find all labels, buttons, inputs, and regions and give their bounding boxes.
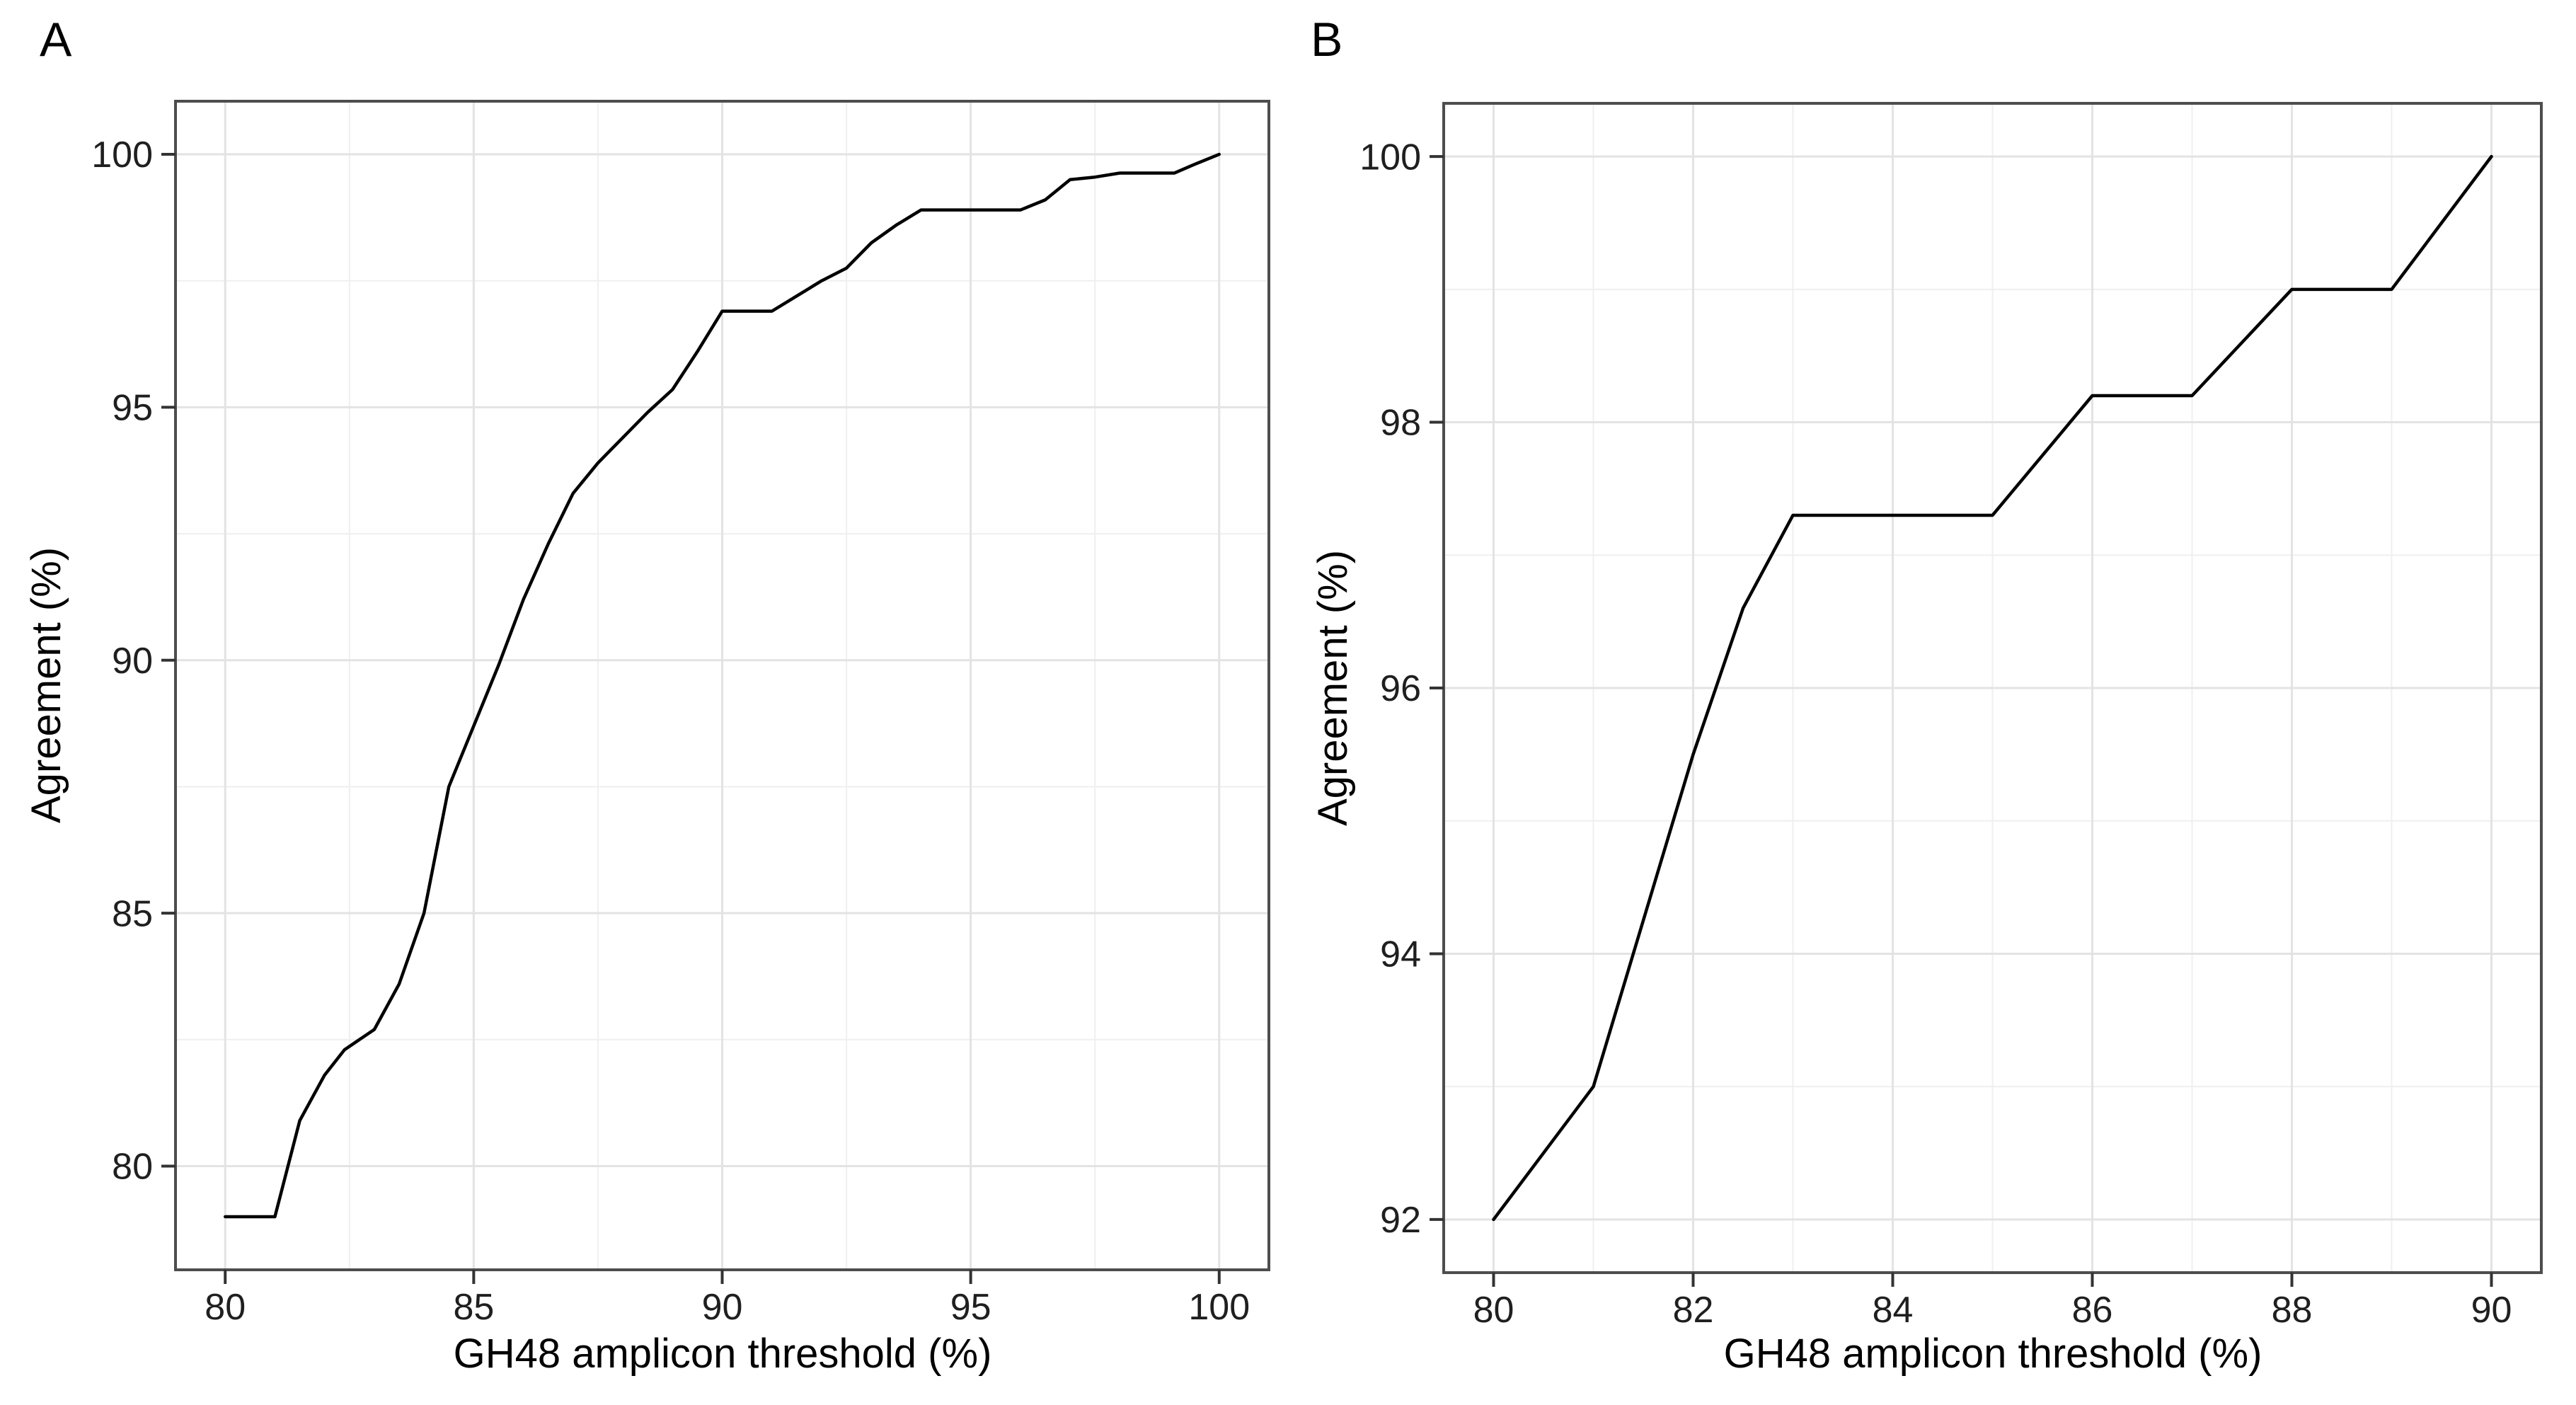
x-tick-label: 86 [2072,1290,2113,1331]
y-tick-label: 98 [1380,403,1421,444]
x-tick-label: 100 [1188,1287,1250,1328]
y-tick-label: 94 [1380,934,1421,975]
y-tick-label: 92 [1380,1200,1421,1241]
y-tick-label: 90 [112,641,153,682]
x-tick-label: 84 [1873,1290,1914,1331]
y-tick-label: 95 [112,388,153,429]
x-tick-label: 90 [702,1287,743,1328]
x-tick-label: 82 [1673,1290,1714,1331]
x-tick-label: 90 [2471,1290,2512,1331]
series-line [223,152,1221,1219]
series-line [1492,154,2493,1222]
panel-b-x-axis-title: GH48 amplicon threshold (%) [1723,1331,2262,1377]
x-tick-label: 95 [950,1287,991,1328]
x-tick-label: 88 [2272,1290,2313,1331]
x-tick-label: 80 [205,1287,246,1328]
panel-a-y-axis-title: Agreement (%) [23,546,69,824]
y-tick-label: 85 [112,893,153,934]
panel-b-y-axis-title: Agreement (%) [1310,549,1356,827]
panel-a-x-axis-title: GH48 amplicon threshold (%) [453,1331,992,1377]
x-tick-label: 80 [1473,1290,1514,1331]
panel-b-letter: B [1311,13,1343,67]
y-tick-label: 100 [1359,137,1421,178]
y-tick-label: 80 [112,1147,153,1188]
y-tick-label: 100 [91,134,153,176]
y-tick-label: 96 [1380,668,1421,709]
panel-a-letter: A [40,13,72,67]
x-tick-label: 85 [453,1287,494,1328]
